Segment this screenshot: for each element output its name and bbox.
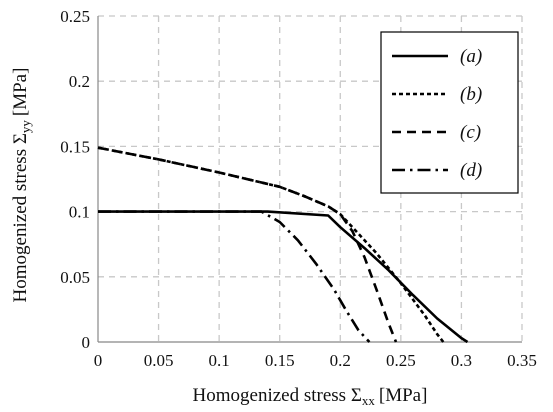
- x-tick-label: 0.05: [144, 351, 174, 370]
- y-tick-label: 0.2: [69, 72, 90, 91]
- x-tick-label: 0: [94, 351, 103, 370]
- legend-label-d: (d): [460, 160, 482, 181]
- y-tick-labels: 0 0.05 0.1 0.15 0.2 0.25: [60, 7, 90, 352]
- y-tick-label: 0.25: [60, 7, 90, 26]
- legend-label-c: (c): [460, 122, 481, 143]
- series-lines: [97, 146, 469, 344]
- y-tick-label: 0: [82, 333, 91, 352]
- legend-box: [380, 31, 519, 194]
- legend: (a) (b) (c) (d): [380, 31, 519, 194]
- x-tick-labels: 0 0.05 0.1 0.15 0.2 0.25 0.3 0.35: [94, 351, 537, 370]
- x-tick-label: 0.3: [451, 351, 472, 370]
- y-axis-label: Homogenized stress Σyy[MPa]: [10, 68, 33, 303]
- legend-label-a: (a): [460, 46, 482, 67]
- series-line-b: [97, 146, 445, 343]
- legend-items: (a) (b) (c) (d): [392, 46, 482, 181]
- y-tick-label: 0.15: [60, 137, 90, 156]
- x-tick-label: 0.15: [265, 351, 295, 370]
- y-tick-label: 0.1: [69, 203, 90, 222]
- x-tick-label: 0.2: [330, 351, 351, 370]
- y-tick-label: 0.05: [60, 268, 90, 287]
- x-tick-label: 0.1: [209, 351, 230, 370]
- legend-label-b: (b): [460, 84, 482, 105]
- series-line-a: [98, 210, 469, 344]
- axes: [97, 16, 522, 343]
- series-line-c: [97, 146, 398, 343]
- x-axis-label: Homogenized stress Σxx [MPa]: [193, 385, 428, 408]
- series-line-d: [98, 210, 371, 343]
- x-tick-label: 0.25: [386, 351, 416, 370]
- x-tick-label: 0.35: [507, 351, 537, 370]
